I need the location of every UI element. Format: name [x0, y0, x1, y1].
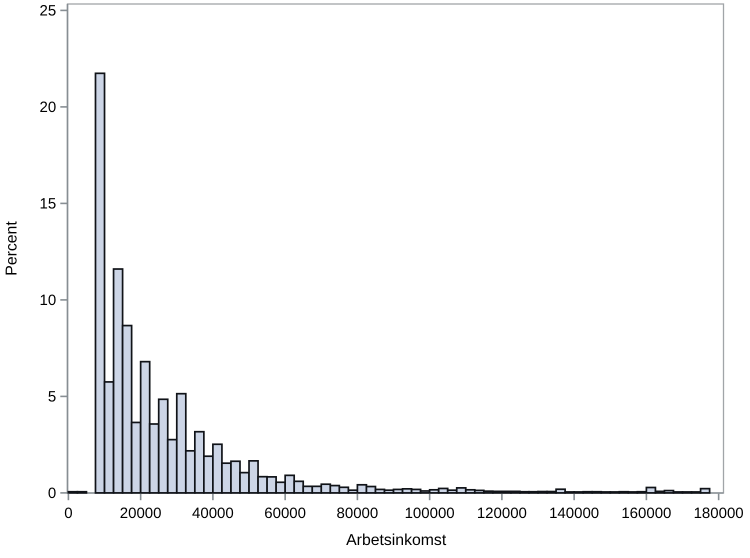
- svg-text:60000: 60000: [264, 505, 306, 522]
- svg-text:Percent: Percent: [3, 221, 20, 276]
- svg-text:40000: 40000: [192, 505, 234, 522]
- svg-text:120000: 120000: [477, 505, 527, 522]
- svg-text:100000: 100000: [405, 505, 455, 522]
- svg-text:15: 15: [40, 196, 57, 213]
- svg-text:140000: 140000: [549, 505, 599, 522]
- svg-text:20: 20: [40, 99, 57, 116]
- svg-text:5: 5: [48, 389, 56, 406]
- svg-text:20000: 20000: [120, 505, 162, 522]
- svg-text:180000: 180000: [694, 505, 744, 522]
- svg-text:Arbetsinkomst: Arbetsinkomst: [346, 532, 447, 549]
- svg-text:0: 0: [64, 505, 72, 522]
- svg-text:10: 10: [40, 292, 57, 309]
- svg-text:0: 0: [48, 485, 56, 502]
- svg-text:25: 25: [40, 3, 57, 20]
- svg-text:80000: 80000: [337, 505, 379, 522]
- svg-text:160000: 160000: [621, 505, 671, 522]
